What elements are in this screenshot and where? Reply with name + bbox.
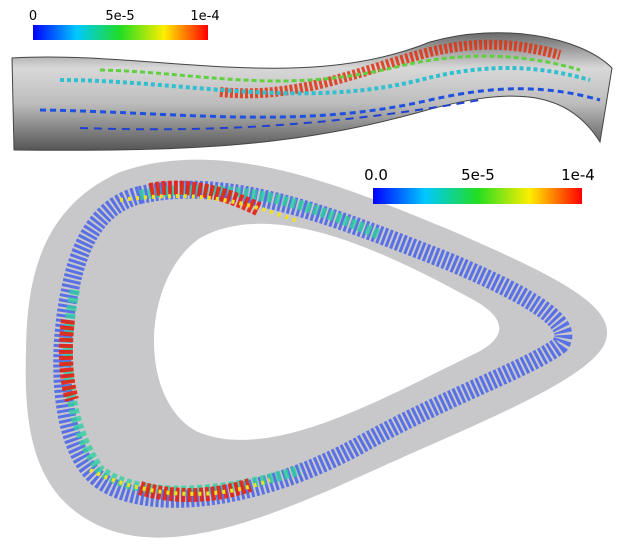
colorbar-label: 1e-4 bbox=[561, 166, 595, 184]
scene: 0 5e-5 1e-4 0.0 5e-5 1e-4 bbox=[0, 0, 620, 548]
colorbar bbox=[373, 188, 582, 204]
colorbar-label: 0 bbox=[29, 9, 37, 24]
cross-section bbox=[26, 160, 607, 538]
colorbar-label: 1e-4 bbox=[190, 9, 219, 24]
colorbar-label: 0.0 bbox=[364, 166, 388, 184]
colorbar bbox=[33, 25, 208, 40]
tube-view bbox=[12, 33, 612, 151]
colorbar-label: 5e-5 bbox=[461, 166, 495, 184]
colorbar-label: 5e-5 bbox=[105, 9, 134, 24]
page: 0 5e-5 1e-4 0.0 5e-5 1e-4 (() => { const… bbox=[0, 0, 620, 548]
